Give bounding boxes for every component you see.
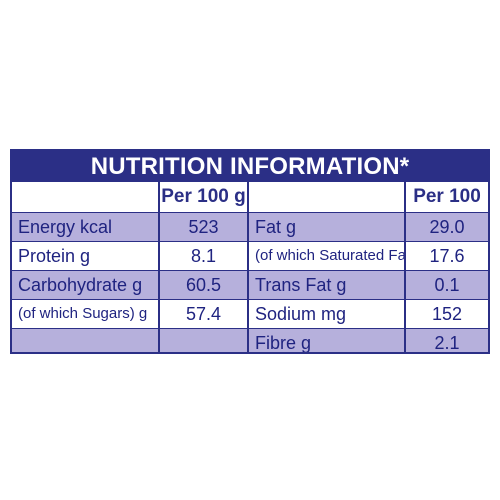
row-3-right-label: Sodium mg [249,300,404,328]
row-0-left-value: 523 [160,213,247,241]
header-spacer-right [249,182,404,212]
per-100g-header-right: Per 100 g [406,182,488,237]
row-0-right-label: Fat g [249,213,404,241]
header-spacer-left [12,182,158,212]
row-0-right-value: 29.0 [406,213,488,241]
nutrition-table: NUTRITION INFORMATION* Per 100 g Per 100… [10,149,490,354]
row-2-left-label: Carbohydrate g [12,271,158,299]
per-100g-header-left: Per 100 g [160,182,247,212]
row-4-left-label [12,329,158,352]
table-title: NUTRITION INFORMATION* [90,153,410,180]
row-3-right-value: 152 [406,300,488,328]
row-4-right-value: 2.1 [406,329,488,352]
row-2-right-label: Trans Fat g [249,271,404,299]
row-3-left-label: (of which Sugars) g [12,300,158,328]
row-2-left-value: 60.5 [160,271,247,299]
row-1-left-label: Protein g [12,242,158,270]
row-1-right-value: 17.6 [406,242,488,270]
row-0-left-label: Energy kcal [12,213,158,241]
row-1-right-label: (of which Saturated Fat) g [249,242,404,270]
row-1-left-value: 8.1 [160,242,247,270]
row-2-right-value: 0.1 [406,271,488,299]
row-4-left-value [160,329,247,352]
row-4-right-label: Fibre g [249,329,404,352]
row-3-left-value: 57.4 [160,300,247,328]
